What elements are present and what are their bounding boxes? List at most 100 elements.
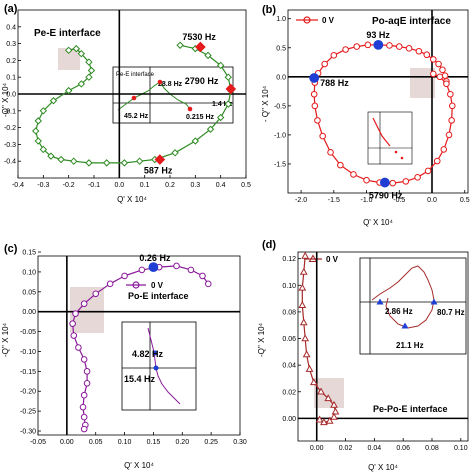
- panel-d-data-point: [298, 283, 307, 291]
- panel-c-highlight-label: 0.26 Hz: [139, 253, 171, 263]
- panel-c-data-point: [83, 368, 91, 375]
- panel-c-data-point: [80, 413, 88, 421]
- panel-b-data-point: [337, 161, 344, 169]
- panel-a-highlight-point: [225, 83, 237, 95]
- panel-b-highlight-point: [373, 39, 384, 50]
- panel-c-data-point: [80, 300, 88, 308]
- panel-a-inset: Pe-E interface 28.8 Hz 1.4 Hz 45.2 Hz 0.…: [112, 66, 234, 124]
- panel-c-data-point: [75, 344, 82, 351]
- panel-a-data-point: [191, 137, 200, 145]
- panel-c-ytick-label: 0.10: [22, 269, 36, 276]
- panel-b-data-point: [443, 80, 450, 88]
- panel-c-xtick-label: 0.00: [60, 439, 74, 446]
- panel-b-data-point: [423, 51, 431, 59]
- panel-c-marks: -0.05 0.00 0.05 0.10 0.15 0.20 0.25 0.30 -0.30 -0…: [20, 250, 247, 446]
- panel-d-ylabel: -Q'' X 10⁴: [257, 322, 266, 357]
- panel-c-inset-label-4-82: 4.82 Hz: [132, 349, 164, 359]
- panel-a-data-point: [64, 46, 73, 55]
- panel-c-data-point: [70, 332, 78, 339]
- panel-c-data-point: [106, 280, 114, 288]
- panel-b-data-point: [436, 73, 444, 81]
- panel-a-data-point: [70, 157, 78, 165]
- panel-b-ytick-label: -0.5: [274, 103, 286, 110]
- panel-a-data-point: [72, 44, 80, 53]
- panel-b-highlight-point: [379, 177, 390, 188]
- panel-b-highlight-point: [309, 73, 320, 83]
- panel-c-data-point: [69, 320, 76, 327]
- panel-d-legend-label: 0 V: [326, 255, 339, 264]
- panel-d-data-point: [325, 416, 334, 424]
- panel-b-data-point: [386, 42, 393, 49]
- panel-d-inset-label-80-7: 80.7 Hz: [437, 308, 465, 317]
- panel-d-ytick-label: 0.10: [282, 283, 296, 290]
- panel-c-data-point: [187, 266, 195, 274]
- panel-b-data-point: [414, 174, 421, 181]
- panel-b-data-point: [445, 131, 453, 139]
- panel-b-data-point: [402, 178, 410, 185]
- panel-a-data-point: [85, 58, 93, 66]
- panel-b-data-point: [405, 45, 413, 52]
- panel-a-xtick-label: 0.3: [190, 182, 200, 189]
- panel-c-ytick-label: -0.20: [20, 389, 36, 396]
- panel-a-ytick-label: 0.1: [6, 75, 16, 82]
- panel-b-data-point: [364, 41, 372, 49]
- panel-c-inset-label-15-4: 15.4 Hz: [124, 374, 156, 384]
- panel-a-data-point: [77, 49, 86, 58]
- panel-b-xtick-label: -1.0: [361, 197, 373, 204]
- panel-b-highlight-label: 5790 Hz: [369, 191, 403, 201]
- panel-a-data-point: [64, 86, 73, 95]
- panel-c-data-point: [204, 280, 212, 288]
- panel-d-ytick-label: 0.08: [282, 309, 296, 316]
- panel-d-ytick-label: 0.02: [282, 389, 296, 396]
- panel-c-data-point: [199, 272, 206, 280]
- panel-b-xtick-label: -1.5: [328, 197, 340, 204]
- panel-b-ytick-label: 1.0: [276, 16, 286, 23]
- panel-a-data-point: [57, 155, 65, 164]
- panel-b-data-point: [435, 60, 442, 68]
- panel-b-highlight-label: 93 Hz: [366, 30, 390, 40]
- panel-b-data-point: [350, 171, 357, 178]
- panel-a-marks: -0.4 -0.3 -0.2 -0.1 0.0 0.1 0.2 0.3 0.4 0.5 -0.4 -0…: [4, 10, 251, 189]
- panel-b-data-point: [310, 90, 318, 98]
- panel-a-ytick-label: 0.4: [6, 24, 16, 31]
- panel-a-data-point: [39, 107, 48, 115]
- panel-c-data-point: [79, 403, 87, 411]
- panel-c-xtick-label: 0.10: [118, 439, 132, 446]
- panel-a-data-point: [32, 127, 40, 135]
- panel-d-ytick-label: 0.00: [282, 416, 296, 423]
- panel-b-ytick-label: -1.0: [274, 132, 286, 139]
- panel-b-data-point: [441, 72, 449, 79]
- panel-a-data-point: [216, 61, 225, 70]
- panel-a-data-point: [85, 73, 93, 81]
- panel-a-highlight-label: 587 Hz: [144, 166, 173, 176]
- panel-a-data-point: [120, 159, 129, 167]
- panel-b-data-point: [433, 157, 441, 165]
- panel-a-inset-label-28-8: 28.8 Hz: [158, 81, 183, 88]
- chart-marks-layer: -0.4 -0.3 -0.2 -0.1 0.0 0.1 0.2 0.3 0.4 0.5 -0.4 -0…: [4, 10, 470, 452]
- panel-d-inset-label-2-86: 2.86 Hz: [385, 307, 413, 316]
- panel-b-data-point: [353, 43, 361, 50]
- panel-b-xtick-label: -2.0: [295, 197, 307, 204]
- panel-d-data-point: [315, 415, 324, 423]
- panel-a-ytick-label: 0.2: [6, 58, 16, 65]
- panel-d-data-point: [317, 387, 325, 395]
- panel-b-data-point: [311, 102, 319, 110]
- panel-c-legend: 0 V: [126, 281, 164, 290]
- panel-b-data-point: [439, 66, 446, 74]
- panel-c-legend-label: 0 V: [151, 281, 164, 290]
- panel-c-data-point: [80, 356, 88, 363]
- panel-a-label: (a): [4, 3, 18, 15]
- panel-d-ytick-label: 0.04: [282, 363, 296, 370]
- panel-d-xtick-label: 0.02: [339, 445, 353, 452]
- panel-a-ytick-label: -0.3: [4, 142, 16, 149]
- panel-c-ytick-label: -0.10: [20, 349, 36, 356]
- panel-b-ytick-label: -1.5: [274, 161, 286, 168]
- panel-d-inset-label-21-1: 21.1 Hz: [396, 341, 424, 350]
- panel-a-data-point: [49, 97, 58, 105]
- panel-d-data-point: [305, 364, 314, 372]
- panel-c-data-point: [92, 290, 100, 298]
- panel-a-ylabel: -Q'' X 10⁴: [1, 82, 10, 117]
- panel-b-legend: 0 V: [296, 16, 335, 25]
- panel-d-marks: 0.00 0.02 0.04 0.06 0.08 0.10 0.00 0.02 0.04 0.06…: [282, 251, 468, 452]
